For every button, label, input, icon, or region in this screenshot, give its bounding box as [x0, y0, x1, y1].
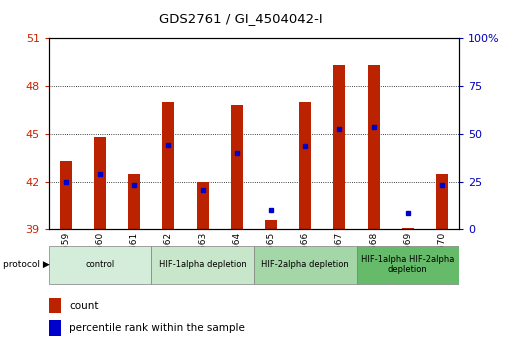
Bar [254, 246, 357, 284]
Bar [163, 102, 174, 229]
Bar [49, 320, 61, 336]
Bar [60, 161, 72, 229]
Text: control: control [85, 260, 115, 269]
Bar [49, 246, 151, 284]
Bar [151, 246, 254, 284]
Bar [94, 137, 106, 229]
Text: percentile rank within the sample: percentile rank within the sample [69, 323, 245, 333]
Text: HIF-1alpha depletion: HIF-1alpha depletion [159, 260, 247, 269]
Bar [299, 102, 311, 229]
Bar [402, 228, 414, 229]
Text: count: count [69, 301, 99, 311]
Bar [436, 174, 448, 229]
Bar [368, 65, 380, 229]
Text: protocol ▶: protocol ▶ [3, 260, 49, 269]
Text: HIF-2alpha depletion: HIF-2alpha depletion [261, 260, 349, 269]
Bar [333, 65, 345, 229]
Bar [231, 105, 243, 229]
Bar [265, 220, 277, 229]
Bar [49, 298, 61, 313]
Text: GDS2761 / GI_4504042-I: GDS2761 / GI_4504042-I [160, 12, 323, 25]
Bar [196, 181, 209, 229]
Bar [357, 246, 459, 284]
Bar [128, 174, 140, 229]
Text: HIF-1alpha HIF-2alpha
depletion: HIF-1alpha HIF-2alpha depletion [361, 255, 455, 275]
